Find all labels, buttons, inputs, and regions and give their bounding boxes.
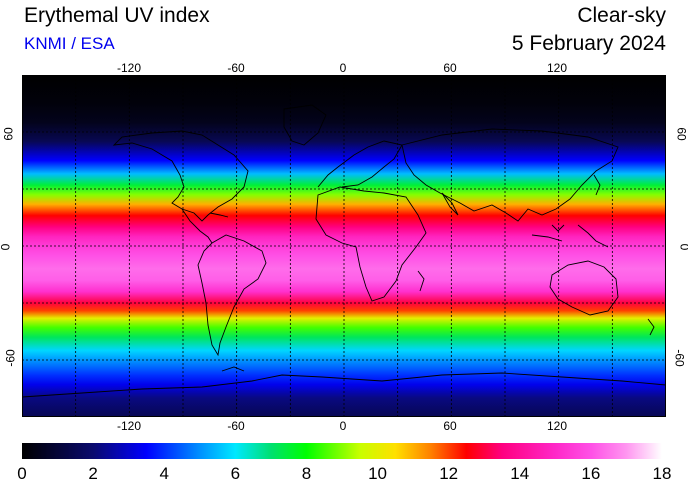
- chart-title: Erythemal UV index: [24, 4, 210, 27]
- color-scale-label: 16: [581, 464, 601, 483]
- color-scale-label: 6: [230, 464, 241, 483]
- lon-tick-bottom: 60: [443, 419, 457, 433]
- uv-color-scale: [22, 443, 662, 459]
- lon-tick-bottom: 0: [339, 419, 347, 433]
- lat-tick-left: 0: [0, 244, 12, 251]
- color-scale-label: 18: [652, 464, 672, 483]
- lat-tick-left: -60: [3, 349, 18, 367]
- map-frame: [22, 75, 666, 417]
- lat-tick-right: -60: [672, 349, 687, 367]
- lon-tick-top: 60: [443, 61, 457, 75]
- coastlines: [22, 104, 666, 398]
- lon-tick-bottom: -60: [227, 419, 245, 433]
- color-scale-label: 2: [88, 464, 98, 483]
- lon-tick-top: 120: [546, 61, 568, 75]
- lat-tick-right: 60: [674, 127, 688, 141]
- lat-lon-grid: [22, 75, 666, 417]
- lon-tick-top: -120: [116, 61, 142, 75]
- lon-tick-bottom: -120: [116, 419, 142, 433]
- date-label: 5 February 2024: [511, 32, 666, 55]
- lon-tick-top: -60: [227, 61, 245, 75]
- color-scale-label: 14: [510, 464, 530, 483]
- mode-label: Clear-sky: [577, 4, 666, 27]
- source-label: KNMI / ESA: [24, 34, 115, 53]
- lat-tick-right: 0: [678, 244, 688, 251]
- color-scale-label: 12: [439, 464, 459, 483]
- color-scale-label: 0: [17, 464, 27, 483]
- color-scale-label: 4: [159, 464, 169, 483]
- color-scale-bar: [22, 443, 662, 459]
- lon-tick-bottom: 120: [546, 419, 568, 433]
- uv-index-map: [22, 75, 666, 417]
- color-scale-label: 8: [301, 464, 312, 483]
- lat-tick-left: 60: [1, 127, 16, 141]
- color-scale-label: 10: [368, 464, 388, 483]
- lon-tick-top: 0: [339, 61, 347, 75]
